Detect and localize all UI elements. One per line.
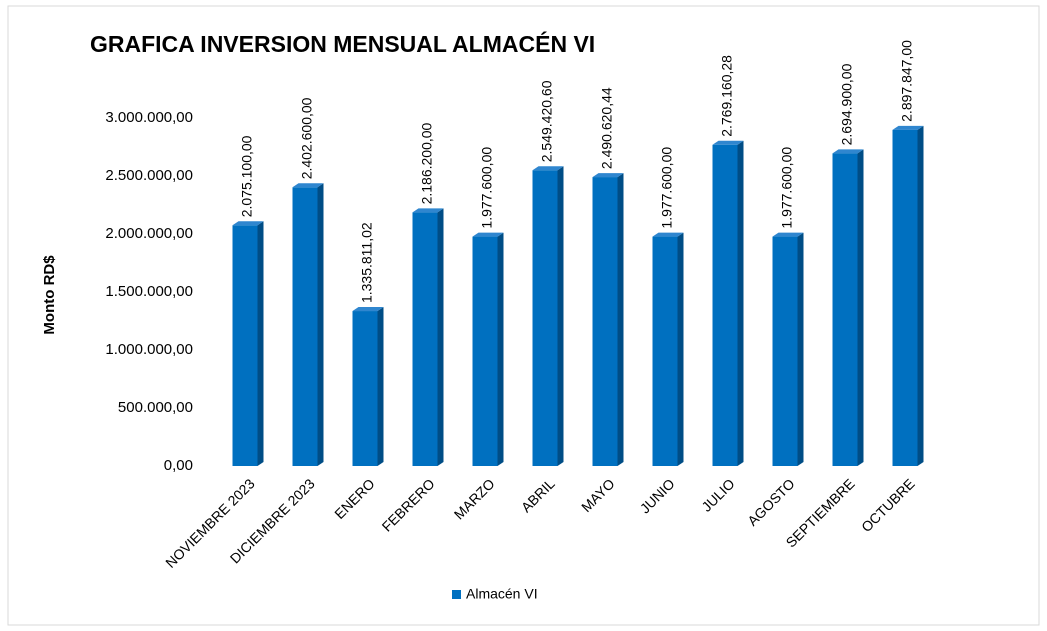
bar-front: [772, 236, 798, 466]
value-label: 2.694.900,00: [839, 63, 855, 145]
value-label: 1.977.600,00: [779, 147, 795, 229]
bar-side: [557, 166, 564, 466]
legend-swatch: [452, 590, 461, 599]
value-label: 1.977.600,00: [659, 147, 675, 229]
bar: [592, 173, 624, 467]
bar: [772, 232, 804, 466]
bar-front: [532, 170, 558, 466]
bar-top: [712, 140, 744, 145]
bar-front: [652, 236, 678, 466]
legend-label: Almacén VI: [466, 586, 538, 602]
bar-front: [292, 187, 318, 466]
bar-front: [832, 153, 858, 466]
bar: [892, 125, 924, 467]
bar: [232, 221, 264, 466]
bar-side: [257, 221, 264, 466]
y-tick-label: 2.500.000,00: [105, 167, 193, 184]
bar-side: [857, 149, 864, 466]
value-label: 2.402.600,00: [299, 97, 315, 179]
bar-front: [712, 144, 738, 466]
bar-top: [532, 166, 564, 171]
bar-top: [472, 232, 504, 237]
y-tick-label: 500.000,00: [118, 399, 193, 416]
bar-top: [292, 183, 324, 188]
value-label: 2.769.160,28: [719, 55, 735, 137]
bar-front: [412, 212, 438, 466]
bar-side: [797, 232, 804, 466]
value-label: 2.490.620,44: [599, 87, 615, 169]
bar-top: [832, 149, 864, 154]
bar-side: [377, 307, 384, 466]
value-label: 2.549.420,60: [539, 80, 555, 162]
value-label: 2.897.847,00: [899, 40, 915, 122]
bar-front: [472, 236, 498, 466]
bar-top: [652, 232, 684, 237]
value-label: 2.186.200,00: [419, 122, 435, 204]
chart-title: GRAFICA INVERSION MENSUAL ALMACÉN VI: [90, 30, 595, 57]
bar-top: [412, 208, 444, 213]
y-tick-label: 0,00: [164, 457, 193, 474]
bar-top: [232, 221, 264, 226]
bar: [292, 183, 324, 466]
bar: [352, 307, 384, 466]
bar-side: [677, 232, 684, 466]
bar-side: [617, 173, 624, 467]
y-tick-label: 1.500.000,00: [105, 283, 193, 300]
y-tick-label: 3.000.000,00: [105, 109, 193, 126]
bar: [412, 208, 444, 466]
bar-top: [892, 125, 924, 130]
bar-top: [772, 232, 804, 237]
chart-frame: [7, 5, 1040, 626]
bar-top: [592, 173, 624, 178]
bar: [532, 166, 564, 466]
y-tick-label: 2.000.000,00: [105, 225, 193, 242]
bar-front: [892, 129, 918, 467]
bar-side: [737, 140, 744, 466]
bar: [832, 149, 864, 466]
bar-side: [437, 208, 444, 466]
bar-front: [232, 225, 258, 466]
bar: [472, 232, 504, 466]
y-tick-label: 1.000.000,00: [105, 341, 193, 358]
bar: [652, 232, 684, 466]
bar-side: [317, 183, 324, 466]
bar-front: [352, 311, 378, 466]
y-axis-label: Monto RD$: [41, 255, 58, 335]
bar: [712, 140, 744, 466]
value-label: 1.977.600,00: [479, 147, 495, 229]
bar-top: [352, 307, 384, 312]
bar-side: [497, 232, 504, 466]
value-label: 2.075.100,00: [239, 135, 255, 217]
value-label: 1.335.811,02: [359, 222, 375, 303]
bar-front: [592, 177, 618, 467]
bar-side: [917, 125, 924, 467]
